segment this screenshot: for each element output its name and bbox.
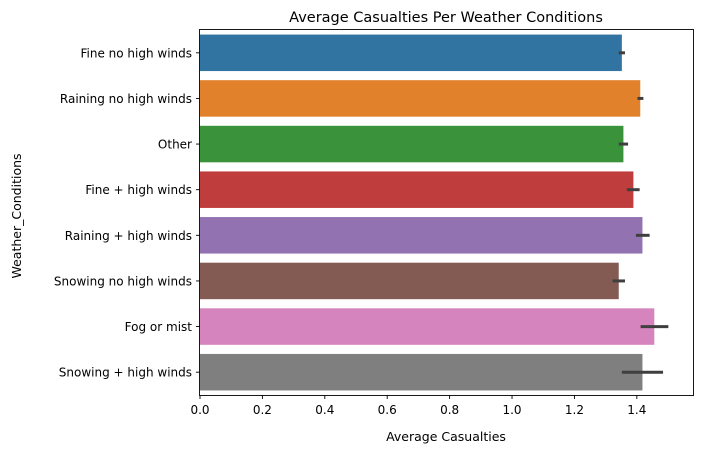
y-tick-label: Snowing no high winds [54, 274, 192, 288]
bar [200, 353, 643, 391]
bar [200, 171, 634, 208]
x-tick-label: 0.6 [378, 403, 397, 417]
bar [200, 217, 643, 254]
bar [200, 125, 624, 163]
y-axis-label: Weather_Conditions [9, 153, 24, 278]
y-axis-ticks: Fine no high winds Raining no high winds O… [54, 46, 200, 380]
y-tick-label: Raining + high winds [65, 229, 192, 243]
x-axis-ticks: 0.0 0.2 0.4 0.6 0.8 1.0 1.2 1.4 [190, 395, 646, 417]
error-bars-group [612, 51, 669, 374]
chart-title: Average Casualties Per Weather Condition… [289, 10, 603, 26]
y-tick-label: Raining no high winds [60, 92, 192, 106]
x-tick-label: 0.0 [190, 403, 209, 417]
x-tick-label: 1.4 [627, 403, 646, 417]
y-tick-label: Fog or mist [125, 320, 193, 334]
y-tick-label: Fine + high winds [85, 183, 192, 197]
bar [200, 308, 655, 345]
bar [200, 262, 619, 300]
plot-frame [199, 29, 694, 396]
x-tick-label: 0.8 [440, 403, 459, 417]
x-tick-label: 1.2 [565, 403, 584, 417]
bar [200, 80, 641, 117]
y-tick-label: Other [158, 138, 192, 152]
y-tick-label: Fine no high winds [80, 46, 192, 60]
bar [200, 34, 622, 72]
x-tick-label: 0.4 [315, 403, 334, 417]
x-axis-label: Average Casualties [386, 429, 506, 444]
x-tick-label: 1.0 [502, 403, 521, 417]
bars-group [200, 34, 655, 391]
x-tick-label: 0.2 [253, 403, 272, 417]
y-tick-label: Snowing + high winds [59, 366, 192, 380]
